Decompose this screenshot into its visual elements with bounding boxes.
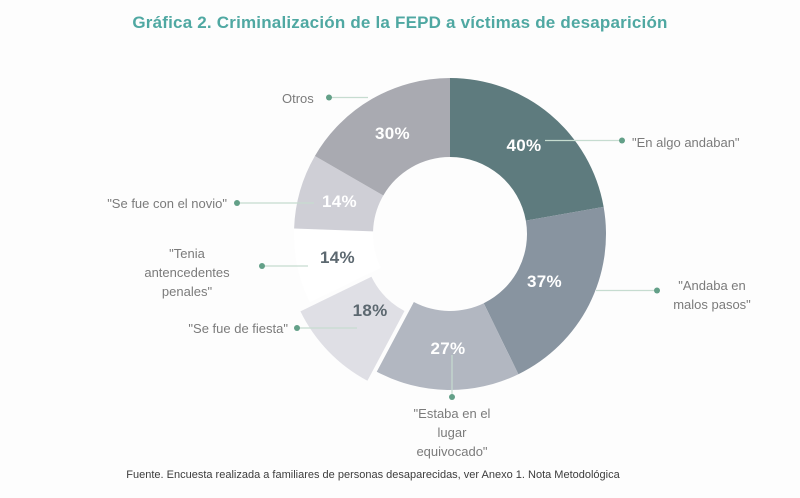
donut-slice-4	[294, 228, 381, 303]
donut-slice-2	[376, 301, 519, 391]
slice-callout-andaba: "Andaba en malos pasos"	[673, 278, 751, 312]
slice-callout-estaba: "Estaba en el lugar equivocado"	[413, 406, 491, 459]
slice-callout-en-algo: "En algo andaban"	[632, 135, 740, 150]
slice-callout-penales: "Tenia antencedentes penales"	[144, 246, 230, 299]
leader-dot-andaba	[654, 287, 660, 294]
leader-dot-fiesta	[294, 325, 300, 331]
leader-dot-estaba	[449, 394, 455, 400]
pct-label-estaba: 27%	[430, 338, 466, 358]
pct-label-en-algo: 40%	[506, 135, 542, 155]
donut-slice-6	[314, 78, 450, 196]
slice-callout-otros: Otros	[282, 91, 314, 106]
pct-label-otros: 30%	[375, 124, 410, 144]
donut-slice-3	[300, 276, 405, 381]
leader-lines	[234, 94, 660, 400]
source-note: Fuente. Encuesta realizada a familiares …	[126, 469, 620, 481]
leader-dot-penales	[259, 263, 265, 269]
donut-slices	[294, 78, 607, 391]
chart-title: Gráfica 2. Criminalización de la FEPD a …	[132, 13, 668, 32]
pct-label-novio: 14%	[321, 192, 357, 212]
slice-callout-fiesta: "Se fue de fiesta"	[188, 321, 288, 336]
leader-dot-otros	[326, 94, 332, 101]
pct-label-penales: 14%	[320, 247, 355, 267]
pct-label-fiesta: 18%	[352, 301, 388, 321]
donut-slice-5	[294, 156, 384, 232]
donut-slice-0	[450, 78, 604, 221]
leader-dot-en-algo	[619, 137, 625, 144]
donut-slice-1	[483, 206, 607, 375]
leader-dot-novio	[234, 200, 240, 206]
slice-callout-novio: "Se fue con el novio"	[107, 196, 227, 211]
pct-label-andaba: 37%	[526, 272, 562, 292]
